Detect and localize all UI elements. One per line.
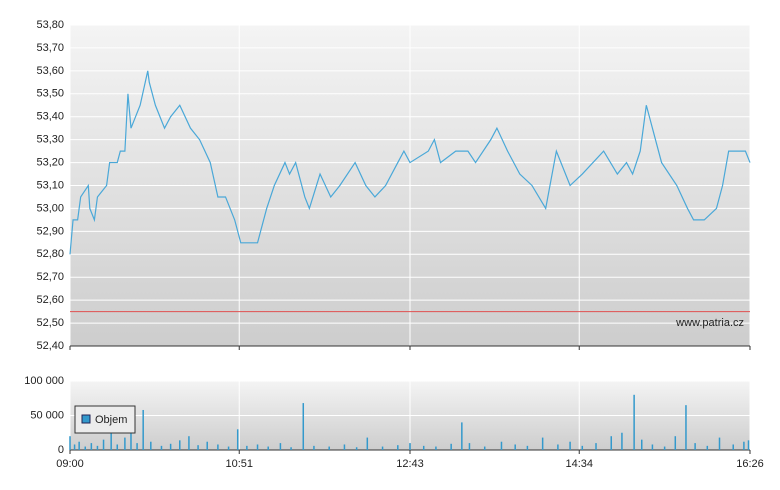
volume-bar (313, 445, 315, 450)
volume-bar (267, 446, 269, 450)
y-tick-label: 52,70 (36, 271, 64, 283)
volume-bar (541, 437, 544, 450)
volume-bar (150, 441, 152, 450)
volume-bar (227, 446, 230, 450)
volume-bar (124, 437, 126, 450)
y-tick-label: 100 000 (24, 375, 64, 387)
y-tick-label: 53,00 (36, 202, 64, 214)
volume-bar (96, 445, 99, 450)
y-tick-label: 52,50 (36, 317, 64, 329)
y-tick-label: 0 (58, 444, 64, 456)
y-tick-label: 52,40 (36, 340, 64, 352)
x-tick-label: 14:34 (565, 458, 593, 470)
watermark: www.patria.cz (675, 317, 744, 329)
y-tick-label: 50 000 (30, 409, 64, 421)
volume-bar (343, 444, 346, 450)
volume-bar (69, 436, 71, 450)
y-tick-label: 52,90 (36, 225, 64, 237)
volume-bar (706, 445, 709, 450)
volume-bar (483, 446, 486, 450)
volume-bar (160, 445, 163, 450)
volume-bar (302, 403, 305, 450)
volume-bar (694, 443, 696, 450)
y-tick-label: 53,20 (36, 156, 64, 168)
x-tick-label: 10:51 (225, 458, 253, 470)
volume-bar (169, 443, 172, 450)
volume-bar (422, 445, 425, 450)
volume-bar (651, 444, 654, 450)
legend-box (74, 405, 136, 434)
volume-bar (633, 394, 635, 450)
volume-bar (743, 441, 745, 450)
volume-bar (409, 443, 411, 450)
volume-bar (685, 405, 687, 450)
legend-label: Objem (95, 414, 127, 426)
volume-bar (747, 440, 750, 450)
y-tick-label: 53,10 (36, 179, 64, 191)
volume-bar (581, 445, 584, 450)
x-tick-label: 16:26 (736, 458, 764, 470)
volume-bar (557, 444, 559, 450)
volume-bar (279, 443, 282, 450)
volume-bar (142, 409, 144, 450)
y-tick-label: 52,60 (36, 294, 64, 306)
volume-bar (206, 441, 208, 450)
x-tick-label: 09:00 (56, 458, 84, 470)
volume-bar (514, 444, 516, 450)
volume-bar (526, 445, 529, 450)
volume-bar (640, 439, 643, 450)
volume-bar (116, 444, 119, 450)
volume-bar (110, 429, 112, 450)
y-tick-label: 53,30 (36, 134, 64, 146)
volume-bar (179, 440, 181, 450)
y-tick-label: 53,50 (36, 88, 64, 100)
volume-bar (450, 443, 452, 450)
volume-bar (84, 446, 86, 450)
volume-bar (102, 439, 105, 450)
y-tick-label: 53,70 (36, 42, 64, 54)
volume-bar (468, 443, 471, 450)
y-tick-label: 52,80 (36, 248, 64, 260)
volume-bar (236, 429, 239, 450)
y-tick-label: 53,60 (36, 65, 64, 77)
y-tick-label: 53,80 (36, 19, 64, 31)
volume-bar (256, 444, 259, 450)
volume-bar (90, 443, 93, 450)
volume-bar (197, 445, 199, 450)
x-tick-label: 12:43 (396, 458, 424, 470)
volume-bar (435, 446, 437, 450)
volume-bar (217, 444, 219, 450)
volume-bar (130, 432, 132, 450)
price-line (69, 70, 751, 255)
volume-bar (355, 447, 358, 450)
volume-bar (500, 441, 503, 450)
volume-bar (188, 436, 190, 450)
volume-bar (366, 437, 369, 450)
volume-bar (569, 441, 571, 450)
volume-bar (461, 422, 463, 450)
volume-bar (610, 436, 613, 450)
volume-bar (136, 443, 138, 450)
volume-bar (328, 446, 330, 450)
volume-bar (290, 447, 292, 450)
volume-bar (381, 446, 384, 450)
volume-bar (595, 443, 597, 450)
volume-bar (674, 436, 677, 450)
volume-bar (718, 437, 721, 450)
volume-bar (78, 441, 80, 450)
volume-bar (663, 446, 666, 450)
volume-bar (397, 445, 399, 450)
legend-swatch (81, 414, 91, 424)
volume-bar (246, 445, 248, 450)
volume-bar (621, 432, 623, 450)
volume-bar (732, 444, 734, 450)
y-tick-label: 53,40 (36, 111, 64, 123)
volume-bar (73, 444, 76, 450)
